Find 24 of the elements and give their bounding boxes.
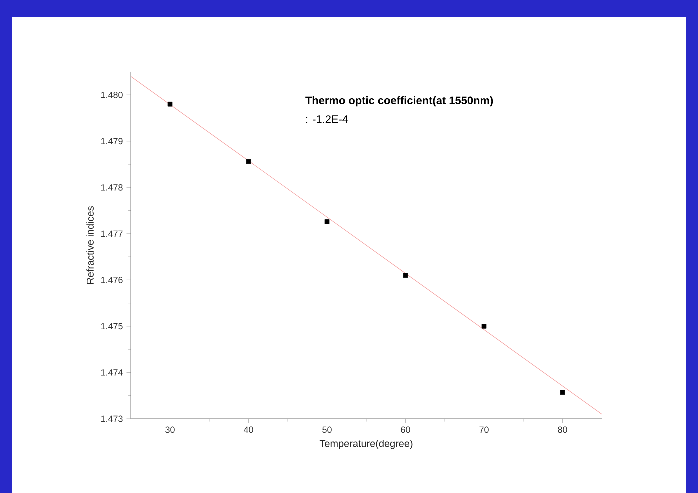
x-tick-label: 70 xyxy=(480,426,489,434)
point xyxy=(246,159,252,164)
y-tick-label: 1.480 xyxy=(101,92,123,98)
y-axis-title: Refractive indices xyxy=(86,206,94,284)
annotation: Thermo optic coefficient(at 1550nm) xyxy=(306,96,494,107)
x-tick-label: 30 xyxy=(166,426,175,434)
x-tick-label: 40 xyxy=(244,426,254,434)
y-tick-label: 1.478 xyxy=(101,184,123,191)
x-tick-label: 80 xyxy=(558,426,568,434)
y-tick-label: 1.474 xyxy=(101,370,123,376)
point xyxy=(168,102,173,107)
point xyxy=(403,273,408,278)
y-tick-label: 1.476 xyxy=(101,277,123,284)
y-tick-label: 1.477 xyxy=(101,230,123,238)
point xyxy=(324,219,330,224)
y-tick-label: 1.473 xyxy=(101,416,123,422)
x-axis-title: Temperature(degree) xyxy=(320,440,413,450)
point xyxy=(560,390,566,396)
x-tick-label: 60 xyxy=(401,426,410,434)
x-tick-label: 50 xyxy=(322,426,332,434)
point xyxy=(482,324,487,329)
y-tick-label: 1.475 xyxy=(101,323,123,330)
y-tick-label: 1.479 xyxy=(101,138,123,145)
annotation: : -1.2E-4 xyxy=(306,116,348,124)
